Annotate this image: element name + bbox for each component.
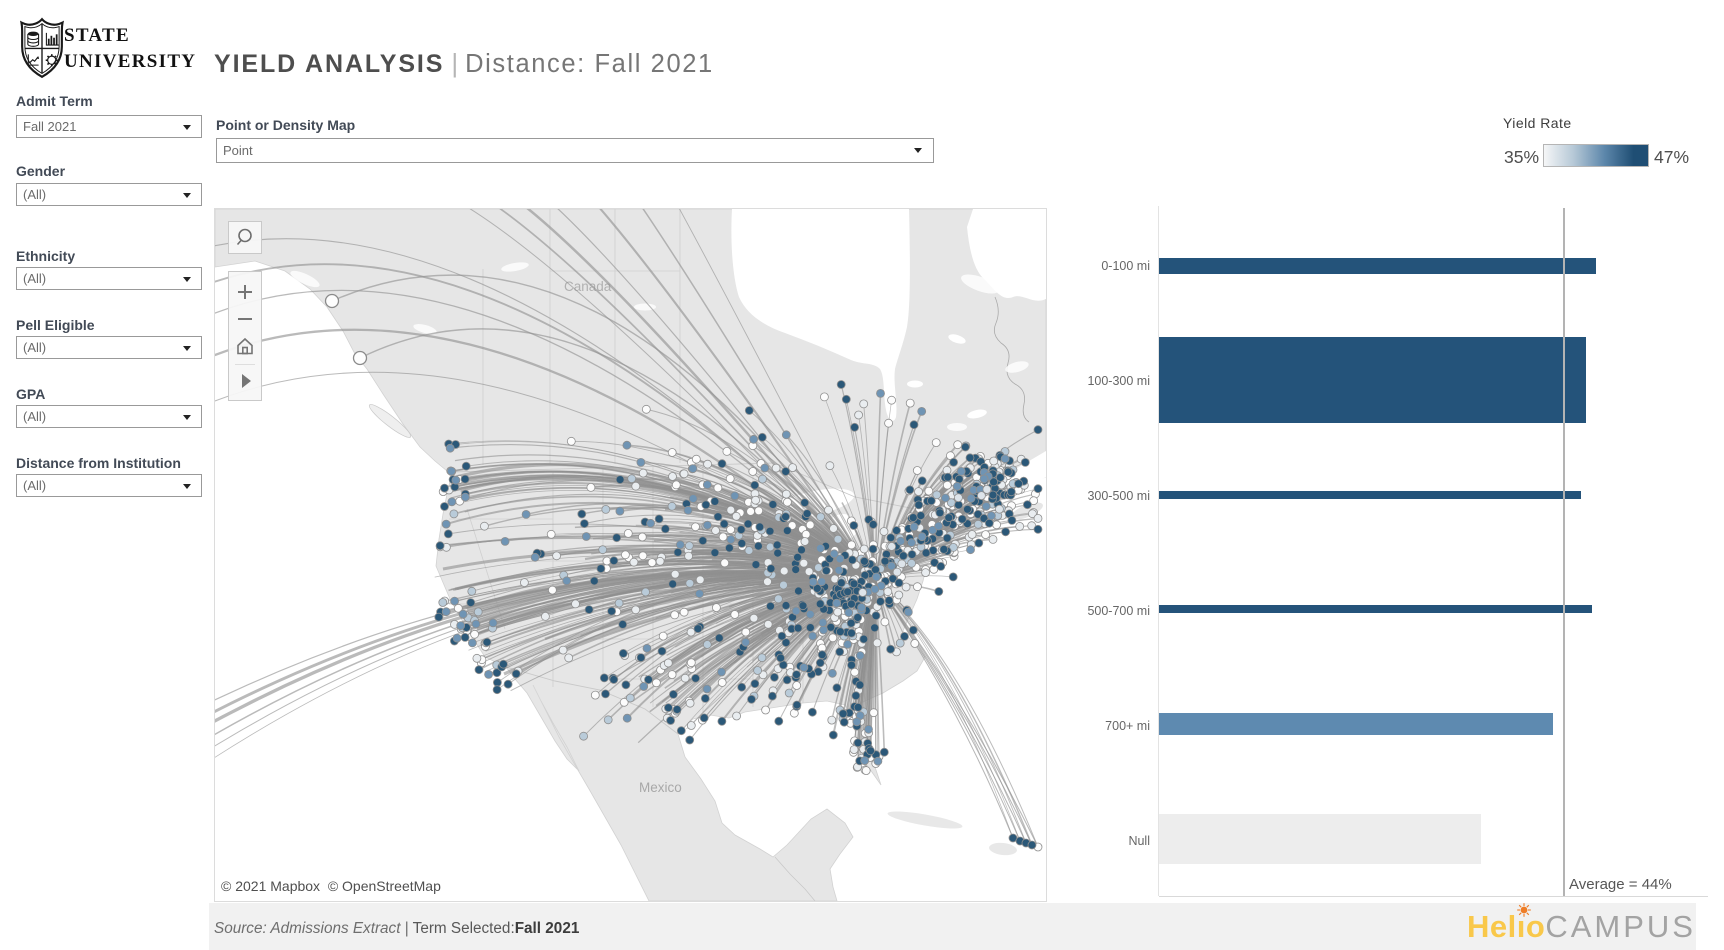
svg-text:Mexico: Mexico: [639, 780, 682, 795]
